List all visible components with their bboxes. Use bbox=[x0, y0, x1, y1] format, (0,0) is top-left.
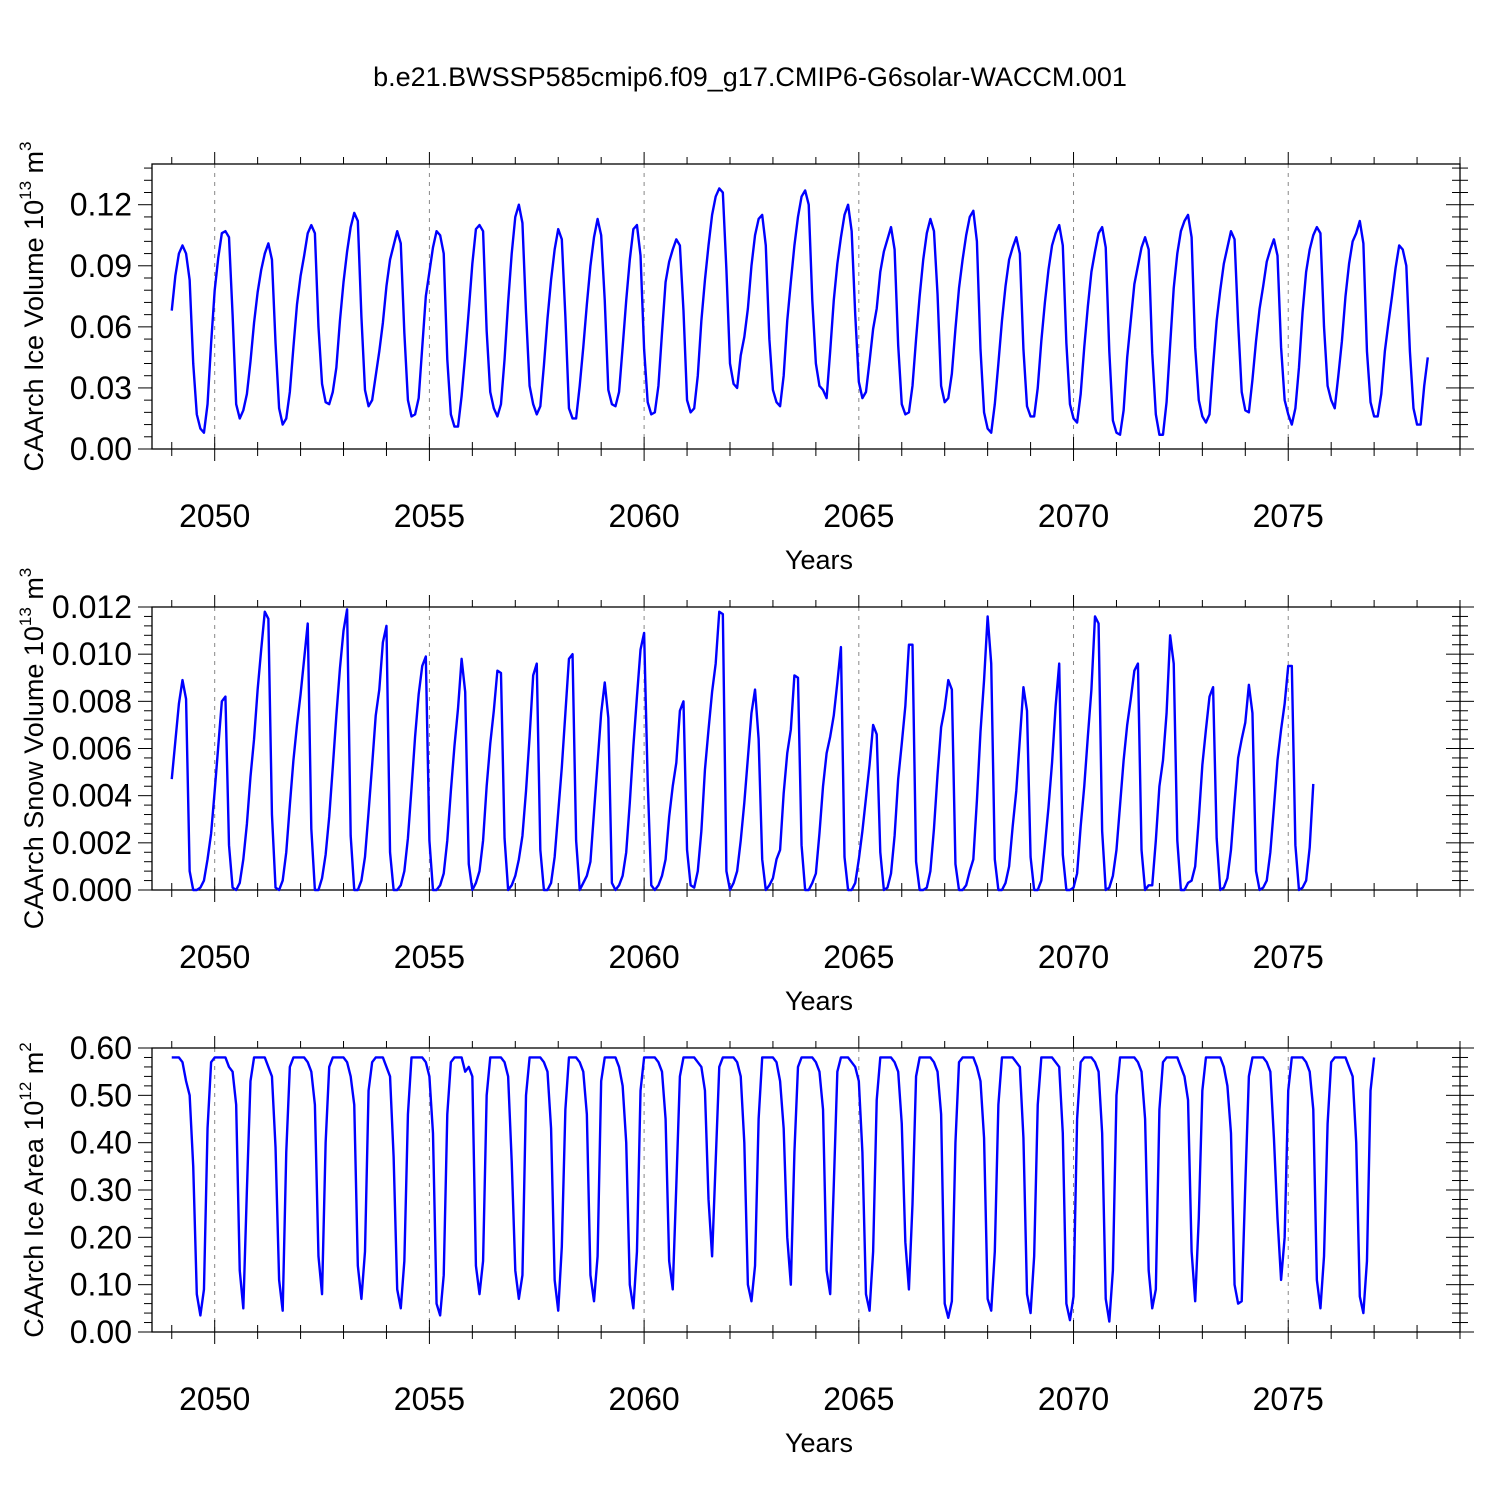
y-axis-label-part: 2 bbox=[16, 1042, 35, 1051]
y-axis-label-part: 3 bbox=[16, 568, 35, 577]
y-axis-label-part: m bbox=[19, 1052, 49, 1082]
x-tick-label: 2065 bbox=[823, 939, 894, 975]
y-axis-label: CAArch Ice Area 1012 m2 bbox=[16, 1042, 49, 1338]
chart-snow-volume: 2050 2055 2060 2065 2070 2075 0.000 0.002 0.004 0… bbox=[16, 568, 1474, 1016]
y-tick-label: 0.002 bbox=[52, 825, 132, 861]
y-tick-label: 0.60 bbox=[70, 1030, 132, 1066]
x-tick-label: 2055 bbox=[394, 1381, 465, 1417]
x-tick-label: 2075 bbox=[1253, 939, 1324, 975]
chart-ice-volume: 2050 2055 2060 2065 2070 2075 0.00 0.03 0.06 0.09… bbox=[16, 141, 1474, 575]
y-axis-label: CAArch Snow Volume 1013 m3 bbox=[16, 568, 49, 930]
y-axis-label-part: 12 bbox=[16, 1082, 35, 1101]
y-tick-label: 0.12 bbox=[70, 187, 132, 223]
figure-title: b.e21.BWSSP585cmip6.f09_g17.CMIP6-G6sola… bbox=[373, 62, 1127, 92]
x-tick-label: 2060 bbox=[609, 939, 680, 975]
y-tick-label: 0.20 bbox=[70, 1219, 132, 1255]
series-line bbox=[170, 187, 1429, 436]
y-axis-label-part: CAArch Ice Area 10 bbox=[19, 1101, 49, 1338]
x-tick-label: 2055 bbox=[394, 498, 465, 534]
y-tick-label: 0.000 bbox=[52, 872, 132, 908]
x-tick-label: 2070 bbox=[1038, 1381, 1109, 1417]
y-axis-label-part: 3 bbox=[16, 141, 35, 150]
x-tick-label: 2055 bbox=[394, 939, 465, 975]
y-tick-label: 0.10 bbox=[70, 1267, 132, 1303]
plot-frame bbox=[151, 1047, 1461, 1333]
y-axis-label: CAArch Ice Volume 1013 m3 bbox=[16, 141, 49, 471]
x-tick-label: 2075 bbox=[1253, 498, 1324, 534]
x-axis-label: Years bbox=[785, 545, 853, 575]
x-axis-label: Years bbox=[785, 986, 853, 1016]
x-tick-label: 2065 bbox=[823, 498, 894, 534]
y-axis-label-part: CAArch Snow Volume 10 bbox=[19, 626, 49, 929]
series-line bbox=[170, 608, 1315, 892]
series-line bbox=[171, 1056, 1376, 1323]
x-tick-label: 2050 bbox=[179, 1381, 250, 1417]
y-tick-label: 0.09 bbox=[70, 248, 132, 284]
y-tick-label: 0.30 bbox=[70, 1172, 132, 1208]
y-tick-label: 0.00 bbox=[70, 431, 132, 467]
y-tick-label: 0.008 bbox=[52, 683, 132, 719]
x-tick-label: 2070 bbox=[1038, 498, 1109, 534]
y-tick-label: 0.006 bbox=[52, 731, 132, 767]
y-tick-label: 0.012 bbox=[52, 589, 132, 625]
x-tick-label: 2050 bbox=[179, 498, 250, 534]
chart-ice-area: 2050 2055 2060 2065 2070 2075 0.00 0.10 0.20 0.30… bbox=[16, 1030, 1474, 1458]
x-tick-label: 2070 bbox=[1038, 939, 1109, 975]
y-tick-label: 0.004 bbox=[52, 778, 132, 814]
y-tick-label: 0.00 bbox=[70, 1314, 132, 1350]
y-axis-label-part: m bbox=[19, 577, 49, 607]
y-axis-label-part: CAArch Ice Volume 10 bbox=[19, 200, 49, 472]
plot-frame bbox=[151, 163, 1461, 450]
y-tick-label: 0.010 bbox=[52, 636, 132, 672]
x-tick-label: 2065 bbox=[823, 1381, 894, 1417]
y-tick-label: 0.06 bbox=[70, 309, 132, 345]
x-tick-label: 2060 bbox=[609, 1381, 680, 1417]
y-axis-label-part: 13 bbox=[16, 607, 35, 626]
y-tick-label: 0.03 bbox=[70, 370, 132, 406]
y-axis-label-part: 13 bbox=[16, 181, 35, 200]
x-tick-label: 2050 bbox=[179, 939, 250, 975]
y-axis-label-part: m bbox=[19, 151, 49, 181]
y-tick-label: 0.50 bbox=[70, 1077, 132, 1113]
x-axis-label: Years bbox=[785, 1428, 853, 1458]
x-tick-label: 2075 bbox=[1253, 1381, 1324, 1417]
y-tick-label: 0.40 bbox=[70, 1125, 132, 1161]
x-tick-label: 2060 bbox=[609, 498, 680, 534]
